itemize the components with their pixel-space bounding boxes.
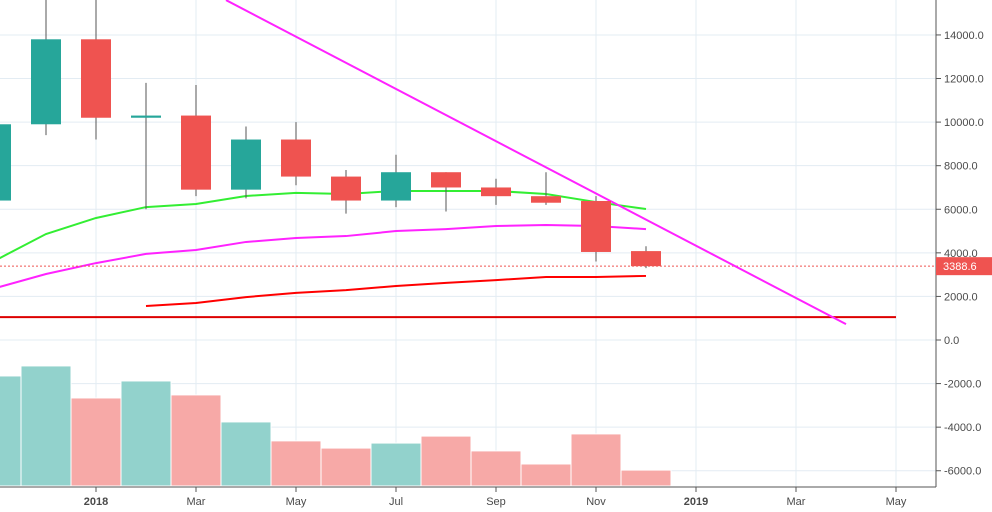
y-tick-label: 0.0	[944, 335, 959, 347]
x-tick-label: 2018	[84, 496, 108, 508]
y-tick-label: 12000.0	[944, 74, 984, 86]
x-tick-label: May	[886, 496, 907, 508]
y-tick-label: -6000.0	[944, 466, 981, 478]
candle-body	[381, 172, 411, 201]
x-tick-label: Mar	[787, 496, 806, 508]
volume-bar	[620, 469, 672, 487]
candle-body	[231, 139, 261, 190]
candle-body	[31, 39, 61, 125]
candles	[0, 0, 661, 269]
volume-bar	[120, 380, 172, 487]
volume-bar	[20, 365, 72, 487]
volume-bars	[0, 365, 672, 487]
candle-body	[181, 115, 211, 190]
x-tick-label: Sep	[486, 496, 506, 508]
y-tick-label: -4000.0	[944, 422, 981, 434]
y-tick-label: 14000.0	[944, 30, 984, 42]
y-tick-label: 2000.0	[944, 291, 978, 303]
candle-body	[0, 124, 11, 201]
candle-body	[631, 251, 661, 267]
volume-bar	[420, 435, 472, 487]
volume-bar	[0, 375, 22, 487]
last-price-label: 3388.6	[943, 261, 977, 273]
volume-bar	[70, 397, 122, 487]
candle-body	[281, 139, 311, 177]
x-tick-label: May	[286, 496, 307, 508]
x-tick-label: Jul	[389, 496, 403, 508]
candle-body	[131, 115, 161, 118]
y-tick-label: 4000.0	[944, 248, 978, 260]
x-tick-label: Nov	[586, 496, 606, 508]
volume-bar	[270, 440, 322, 487]
overlay-lines	[0, 0, 936, 325]
y-tick-label: 8000.0	[944, 161, 978, 173]
candle-body	[431, 172, 461, 188]
candle-body	[581, 200, 611, 252]
overlay-line	[145, 274, 647, 308]
candle-body	[81, 39, 111, 118]
candle-body	[331, 176, 361, 201]
volume-bar	[170, 394, 222, 487]
volume-bar	[520, 463, 572, 487]
overlay-line	[0, 189, 647, 260]
volume-bar	[320, 447, 372, 487]
x-tick-label: 2019	[684, 496, 708, 508]
last-price-badge	[936, 257, 992, 276]
volume-bar	[370, 442, 422, 487]
y-tick-label: 10000.0	[944, 117, 984, 129]
y-tick-label: 6000.0	[944, 204, 978, 216]
x-tick-label: Mar	[187, 496, 206, 508]
y-tick-label: -2000.0	[944, 379, 981, 391]
trendline	[225, 0, 847, 325]
volume-bar	[220, 421, 272, 487]
candle-body	[531, 196, 561, 203]
candle-body	[481, 187, 511, 197]
overlay-line	[0, 223, 647, 288]
volume-bar	[470, 450, 522, 487]
volume-bar	[570, 433, 622, 487]
